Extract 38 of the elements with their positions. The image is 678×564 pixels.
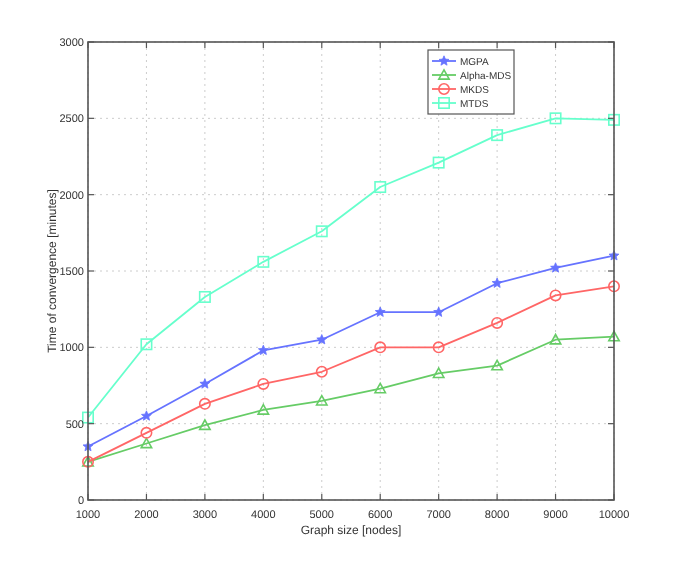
point [315,394,328,406]
point [374,341,387,354]
point [491,277,503,288]
point [257,344,269,355]
point [432,341,445,354]
point [316,334,328,345]
point [549,333,562,345]
point [198,290,211,303]
point [549,112,562,125]
point [140,426,153,439]
point [374,306,386,317]
point [82,411,94,424]
point [199,378,211,389]
point [140,338,153,351]
point [432,156,445,169]
point [549,289,562,302]
point [141,410,152,421]
point [608,113,620,126]
point [257,377,270,390]
point [140,437,153,449]
point [257,255,270,268]
point [550,262,561,273]
point [608,280,620,293]
point [491,316,504,329]
point [198,397,211,410]
point [315,365,328,378]
point [608,250,620,261]
point [82,440,94,452]
point [608,330,620,342]
point [433,306,445,317]
point [198,419,211,431]
point [491,359,504,371]
point [374,181,387,194]
point [432,367,445,379]
point [374,382,387,394]
point [491,129,504,142]
point [257,403,270,415]
point [315,225,328,238]
